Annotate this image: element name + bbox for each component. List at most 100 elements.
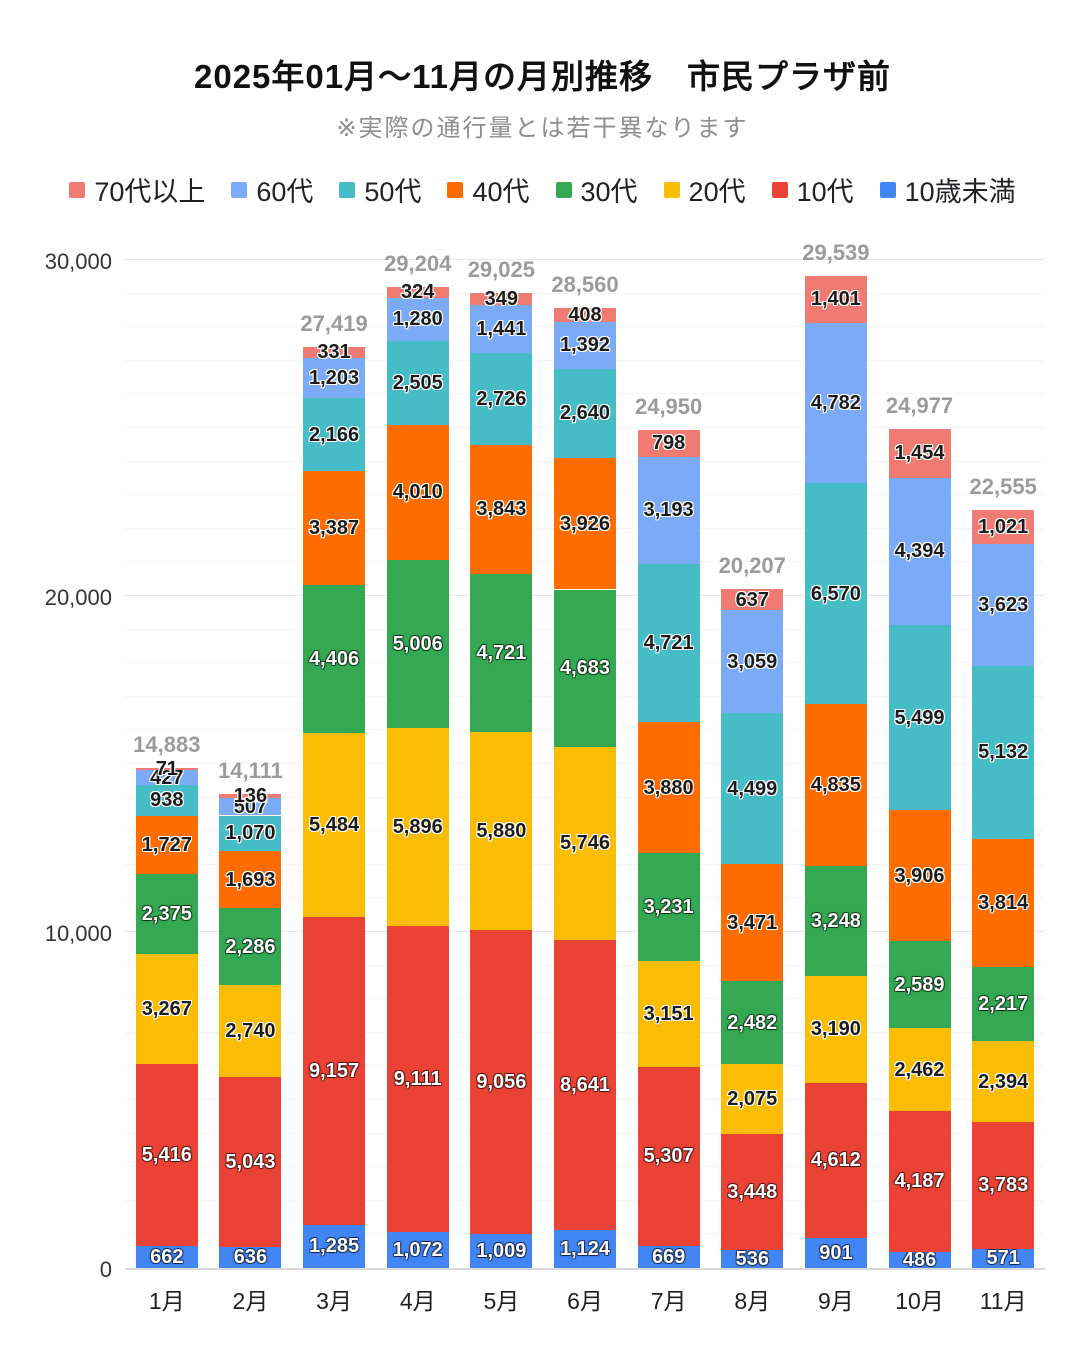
bar-segment-20代: 2,462 [888,1028,951,1111]
bar-segment-10代: 3,448 [721,1134,784,1250]
segment-value-label: 3,267 [141,997,192,1020]
bar-segment-60代: 3,193 [637,456,700,564]
bar-segment-20代: 5,896 [386,727,449,926]
bar-segment-70代以上: 71 [135,759,198,779]
segment-value-label: 3,248 [810,910,861,933]
bar-segment-30代: 2,589 [888,941,951,1029]
x-axis-label: 6月 [567,1288,603,1314]
segment-value-label: 1,124 [559,1238,611,1261]
x-axis-label: 2月 [232,1288,269,1314]
bar-segment-60代: 1,203 [303,357,366,399]
bar-total-label: 14,883 [133,731,201,757]
segment-value-label: 938 [150,789,184,812]
bar-segment-70代以上: 1,401 [804,275,867,323]
segment-value-label: 1,285 [309,1235,360,1258]
bar-segment-40代: 4,010 [386,424,449,560]
segment-value-label: 1,693 [225,868,276,891]
bar-total-label: 28,560 [551,272,619,298]
x-axis: 1月 2月 3月 4月 5月 6月 7月 8月 9月 10月 11月 [125,1282,1045,1316]
segment-value-label: 3,190 [810,1018,861,1041]
legend-item-10代: 10代 [771,170,854,209]
legend-label: 50代 [364,177,422,207]
segment-value-label: 6,570 [810,582,861,605]
bar-segment-40代: 3,471 [721,864,784,982]
segment-value-label: 136 [233,785,268,808]
legend-item-20代: 20代 [663,170,746,209]
legend-swatch-icon [555,181,572,198]
legend-label: 20代 [688,177,746,207]
segment-value-label: 1,203 [309,367,360,390]
x-axis-label: 3月 [316,1288,352,1314]
segment-value-label: 5,307 [643,1145,694,1168]
bar-segment-40代: 3,906 [888,810,951,942]
bar-total-label: 29,204 [384,250,452,276]
segment-value-label: 5,746 [559,832,611,855]
segment-value-label: 662 [150,1245,184,1268]
bar-segment-40代: 1,693 [219,851,282,909]
bar-segment-10代: 5,416 [135,1063,198,1246]
legend-swatch-icon [879,181,896,198]
segment-value-label: 4,406 [309,647,360,670]
segment-value-label: 4,721 [476,641,527,664]
bar-total-label: 20,207 [718,553,786,579]
bar-segment-10代: 4,612 [804,1082,867,1238]
segment-value-label: 4,499 [727,777,778,800]
bar-segment-60代: 4,782 [804,322,867,484]
bar-total-label: 27,419 [300,310,368,336]
bar-segment-40代: 3,926 [554,457,616,590]
legend-item-40代: 40代 [447,170,530,209]
bar-segment-60代: 1,280 [386,297,449,341]
bar-segment-50代: 938 [135,784,198,817]
segment-value-label: 408 [568,304,602,327]
bar-segment-10歳未満: 1,072 [386,1231,449,1268]
bar-segment-70代以上: 408 [554,304,616,327]
segment-value-label: 2,640 [559,402,611,425]
x-axis-label: 10月 [895,1288,944,1314]
bar-segment-10代: 4,187 [888,1111,951,1252]
segment-value-label: 3,843 [476,498,527,521]
x-axis-label: 1月 [148,1288,185,1314]
bar-segment-30代: 3,231 [637,852,700,962]
bar-segment-10代: 9,157 [303,917,366,1225]
segment-value-label: 5,416 [141,1143,192,1166]
bar-segment-20代: 3,190 [804,975,867,1083]
segment-value-label: 901 [819,1241,853,1264]
bar-segment-20代: 2,740 [219,985,282,1078]
segment-value-label: 4,612 [810,1149,861,1172]
bar-segment-50代: 5,132 [972,666,1035,839]
segment-value-label: 669 [651,1245,686,1268]
bar-segment-20代: 5,746 [554,746,616,940]
bar-segment-50代: 5,499 [888,625,951,811]
segment-value-label: 71 [155,758,178,781]
segment-value-label: 1,401 [810,288,861,311]
bar-segment-10歳未満: 901 [804,1237,867,1268]
bar-segment-50代: 1,070 [219,815,282,852]
bar-segment-10歳未満: 1,285 [303,1224,366,1268]
segment-value-label: 636 [233,1246,268,1269]
segment-value-label: 1,021 [978,516,1029,539]
bar-segment-10歳未満: 636 [219,1246,282,1269]
gridline [125,259,1045,260]
bar-total-label: 22,555 [969,474,1037,500]
segment-value-label: 4,835 [810,774,861,797]
y-axis: 0 10,000 20,000 30,000 [0,249,112,1282]
bar-segment-50代: 4,499 [721,713,784,865]
bar-segment-50代: 2,166 [303,398,366,472]
segment-value-label: 1,441 [476,317,527,340]
bar-segment-60代: 3,623 [972,544,1035,667]
bar-segment-50代: 6,570 [804,483,867,704]
segment-value-label: 4,683 [559,657,611,680]
bar-segment-60代: 3,059 [721,610,784,714]
bar-segment-20代: 3,267 [135,954,198,1064]
segment-value-label: 324 [401,281,435,304]
legend-swatch-icon [663,181,680,198]
segment-value-label: 3,231 [643,896,694,919]
bar-total-label: 24,950 [634,393,703,419]
bar-segment-30代: 4,721 [470,573,533,733]
bar-segment-10歳未満: 1,124 [554,1230,616,1268]
x-axis-label: 4月 [399,1288,436,1314]
bar-segment-10代: 3,783 [972,1121,1035,1249]
bar-segment-50代: 2,726 [470,352,533,445]
bar-total-label: 24,977 [885,392,954,418]
segment-value-label: 3,448 [727,1181,778,1204]
